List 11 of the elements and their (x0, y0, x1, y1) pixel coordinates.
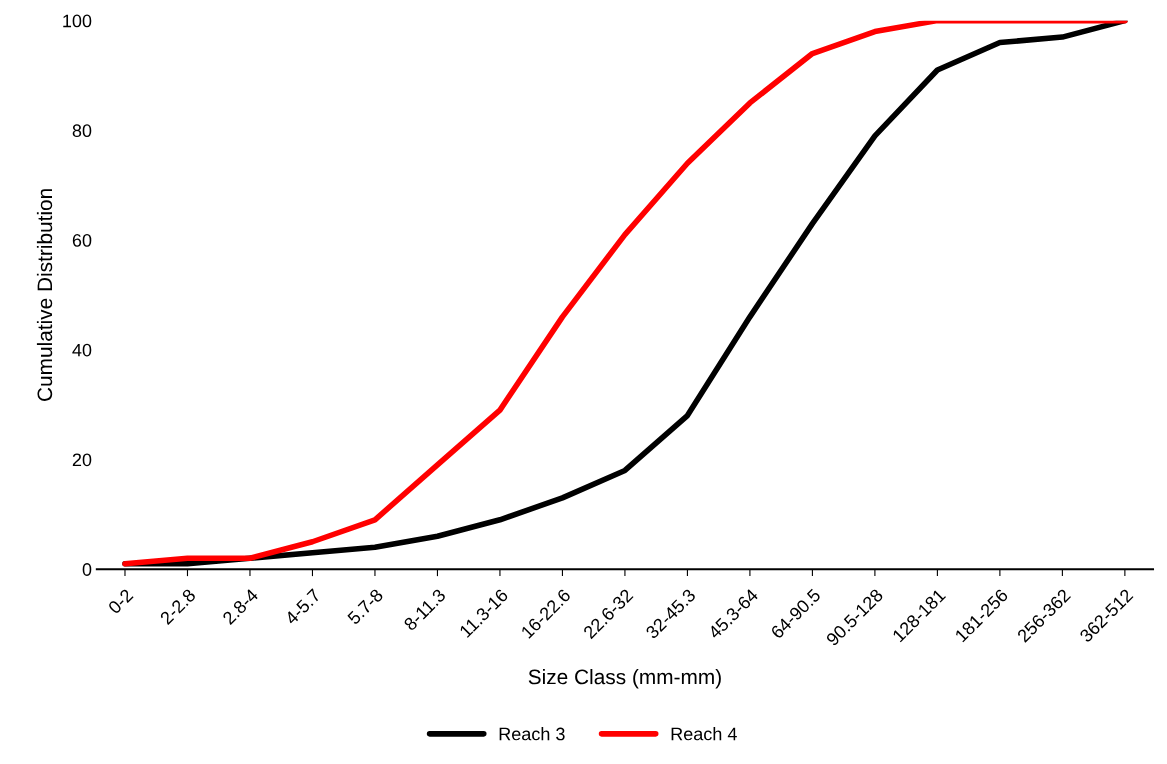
legend-label: Reach 3 (499, 727, 565, 741)
y-axis-title: Cumulative Distribution (36, 189, 53, 401)
legend-label: Reach 4 (671, 727, 737, 741)
x-axis-title: Size Class (mm-mm) (528, 668, 721, 689)
y-tick-label: 60 (72, 233, 92, 247)
y-tick-label: 0 (82, 563, 92, 576)
x-tick-label: 0-2 (107, 588, 134, 615)
y-tick-label: 100 (63, 14, 92, 28)
y-tick-label: 80 (72, 124, 92, 138)
y-tick-label: 20 (72, 453, 92, 467)
y-tick-label: 40 (72, 343, 92, 357)
